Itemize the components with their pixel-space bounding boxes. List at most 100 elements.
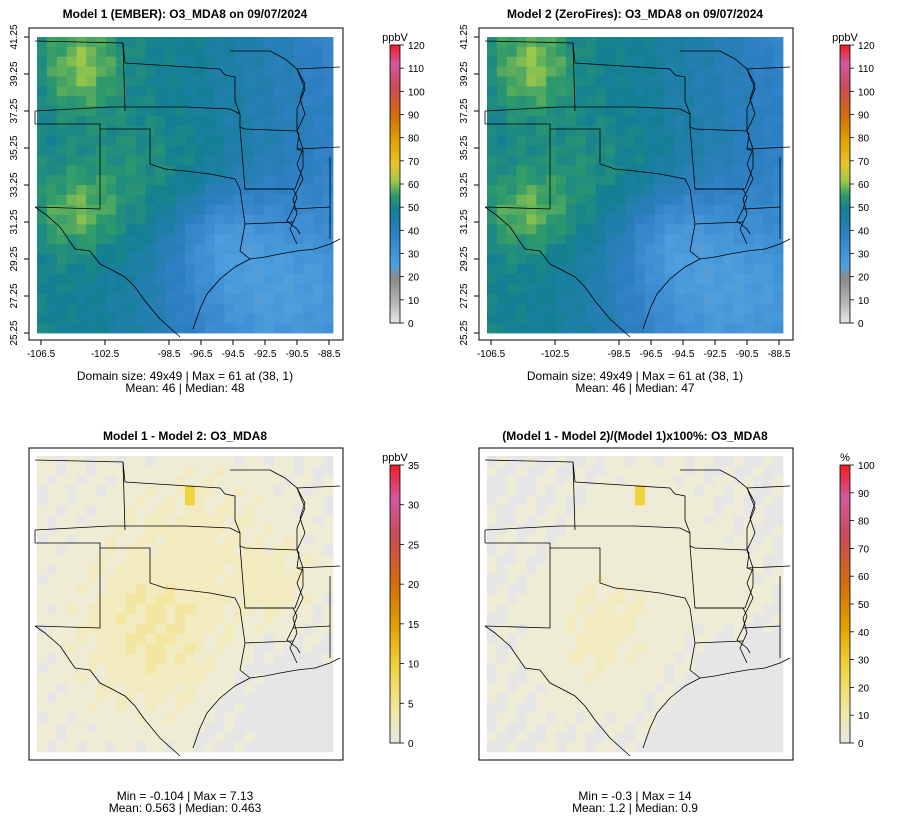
grid-cell bbox=[546, 465, 557, 477]
grid-cell bbox=[743, 623, 754, 634]
grid-cell bbox=[86, 682, 97, 694]
grid-cell bbox=[684, 66, 695, 77]
grid-cell bbox=[713, 475, 725, 486]
grid-cell bbox=[244, 145, 255, 156]
grid-cell bbox=[496, 46, 508, 58]
grid-cell bbox=[244, 86, 255, 97]
grid-cell bbox=[263, 224, 275, 235]
grid-cell bbox=[56, 712, 67, 723]
grid-cell bbox=[76, 613, 87, 625]
grid-cell bbox=[224, 623, 235, 634]
grid-cell bbox=[773, 244, 784, 255]
grid-cell bbox=[733, 46, 744, 58]
grid-cell bbox=[115, 485, 127, 496]
colorbar-tick-label: 20 bbox=[858, 273, 870, 284]
grid-cell bbox=[254, 475, 265, 486]
grid-cell bbox=[46, 244, 58, 255]
grid-cell bbox=[635, 313, 646, 324]
grid-cell bbox=[185, 145, 196, 156]
grid-cell bbox=[516, 303, 527, 314]
grid-cell bbox=[506, 96, 517, 107]
grid-cell bbox=[654, 145, 665, 156]
grid-cell bbox=[263, 485, 275, 496]
grid-cell bbox=[674, 125, 685, 137]
grid-cell bbox=[585, 313, 596, 324]
grid-cell bbox=[283, 456, 294, 467]
grid-cell bbox=[204, 204, 215, 215]
grid-cell bbox=[234, 293, 245, 304]
grid-cell bbox=[125, 155, 137, 166]
grid-cell bbox=[773, 273, 784, 285]
grid-cell bbox=[723, 692, 735, 704]
grid-cell bbox=[76, 323, 87, 334]
grid-cell bbox=[595, 465, 606, 477]
grid-cell bbox=[115, 505, 127, 516]
grid-cell bbox=[293, 604, 304, 615]
grid-cell bbox=[125, 574, 137, 585]
grid-cell bbox=[135, 106, 146, 117]
grid-cell bbox=[723, 574, 735, 585]
grid-cell bbox=[273, 574, 285, 585]
grid-cell bbox=[244, 475, 255, 486]
grid-cell bbox=[145, 56, 156, 67]
grid-cell bbox=[664, 86, 675, 97]
grid-cell bbox=[605, 722, 616, 733]
grid-cell bbox=[536, 224, 547, 235]
grid-cell bbox=[155, 273, 166, 285]
grid-cell bbox=[704, 495, 715, 506]
grid-cell bbox=[506, 175, 517, 186]
grid-cell bbox=[283, 37, 294, 48]
grid-cell bbox=[273, 722, 285, 733]
grid-cell bbox=[66, 106, 77, 117]
grid-cell bbox=[526, 525, 537, 536]
grid-cell bbox=[506, 234, 517, 245]
grid-cell bbox=[595, 76, 606, 87]
grid-cell bbox=[46, 663, 58, 674]
grid-cell bbox=[506, 56, 517, 67]
grid-cell bbox=[204, 194, 215, 206]
grid-cell bbox=[605, 313, 616, 324]
grid-cell bbox=[244, 623, 255, 634]
grid-cell bbox=[487, 663, 498, 674]
grid-cell bbox=[615, 515, 626, 526]
grid-cell bbox=[125, 475, 137, 486]
grid-cell bbox=[155, 604, 166, 615]
grid-cell bbox=[773, 633, 784, 644]
grid-cell bbox=[526, 125, 537, 137]
grid-cell bbox=[244, 574, 255, 585]
grid-cell bbox=[46, 623, 58, 634]
grid-cell bbox=[565, 712, 577, 723]
grid-cell bbox=[526, 544, 537, 556]
grid-cell bbox=[96, 303, 107, 314]
colorbar-tick-label: 120 bbox=[408, 41, 425, 52]
grid-cell bbox=[106, 525, 117, 536]
grid-cell bbox=[125, 204, 137, 215]
grid-cell bbox=[526, 712, 537, 723]
grid-cell bbox=[644, 273, 656, 285]
grid-cell bbox=[595, 165, 606, 176]
grid-cell bbox=[66, 234, 77, 245]
grid-cell bbox=[595, 66, 606, 77]
grid-cell bbox=[615, 66, 626, 77]
grid-cell bbox=[487, 106, 498, 117]
grid-cell bbox=[86, 313, 97, 324]
grid-cell bbox=[106, 165, 117, 176]
grid-cell bbox=[565, 194, 577, 206]
grid-cell bbox=[506, 613, 517, 625]
grid-cell bbox=[283, 204, 294, 215]
grid-cell bbox=[654, 115, 665, 127]
grid-cell bbox=[773, 643, 784, 654]
grid-cell bbox=[546, 273, 557, 285]
grid-cell bbox=[595, 115, 606, 127]
grid-cell bbox=[605, 185, 616, 196]
grid-cell bbox=[293, 594, 304, 605]
grid-cell bbox=[723, 604, 735, 615]
grid-cell bbox=[733, 673, 744, 684]
grid-cell bbox=[224, 712, 235, 723]
grid-cell bbox=[313, 115, 324, 127]
grid-cell bbox=[575, 594, 587, 605]
grid-cell bbox=[763, 465, 774, 477]
grid-cell bbox=[674, 313, 685, 324]
grid-cell bbox=[323, 465, 334, 477]
grid-cell bbox=[526, 234, 537, 245]
